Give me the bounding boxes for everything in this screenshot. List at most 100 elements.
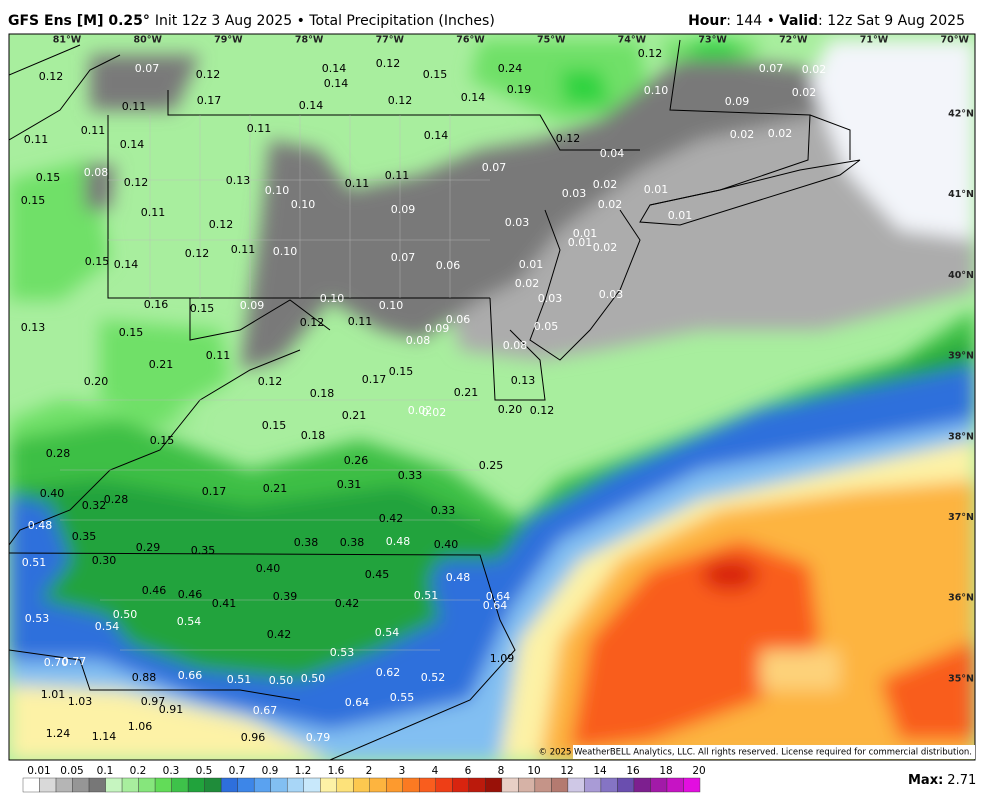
precip-value: 0.33	[431, 504, 456, 517]
precip-value: 0.03	[562, 187, 587, 200]
precip-value: 0.12	[300, 316, 325, 329]
precip-value: 0.03	[599, 288, 624, 301]
precip-value: 0.11	[141, 206, 166, 219]
precip-value: 0.53	[25, 612, 50, 625]
precip-value: 0.51	[22, 556, 47, 569]
precip-value: 0.12	[185, 247, 210, 260]
precip-value: 0.10	[273, 245, 298, 258]
precip-value: 0.96	[241, 731, 266, 744]
precip-value: 0.30	[92, 554, 117, 567]
precip-value: 0.02	[730, 128, 755, 141]
precip-value: 0.05	[534, 320, 559, 333]
longitude-label: 81°W	[53, 35, 82, 46]
colorbar-tick-label: 8	[498, 765, 505, 777]
colorbar-swatch	[501, 777, 519, 793]
precip-value: 0.29	[136, 541, 161, 554]
colorbar-swatch	[485, 777, 503, 793]
precip-value: 0.17	[197, 94, 222, 107]
valid-text: : 12z Sat 9 Aug 2025	[818, 13, 965, 29]
precip-value: 0.21	[454, 386, 479, 399]
precip-value: 0.50	[269, 674, 294, 687]
longitude-label: 75°W	[537, 35, 566, 46]
precip-value: 1.14	[92, 730, 117, 743]
precip-value: 0.10	[291, 198, 316, 211]
precip-value: 0.01	[568, 236, 593, 249]
latitude-label: 41°N	[948, 189, 974, 200]
precip-value: 0.54	[375, 626, 400, 639]
precip-value: 0.79	[306, 731, 331, 744]
precip-value: 0.54	[177, 615, 202, 628]
longitude-label: 74°W	[618, 35, 647, 46]
longitude-label: 72°W	[779, 35, 808, 46]
map-frame	[8, 33, 976, 761]
precip-value: 0.50	[113, 608, 138, 621]
colorbar-tick-label: 6	[465, 765, 472, 777]
latitude-label: 39°N	[948, 351, 974, 362]
precip-value: 0.02	[768, 127, 793, 140]
colorbar-swatch	[187, 777, 205, 793]
precip-value: 0.15	[389, 365, 414, 378]
copyright: © 2025 WeatherBELL Analytics, LLC. All r…	[539, 748, 972, 758]
precip-value: 0.11	[385, 169, 410, 182]
precip-value: 0.02	[598, 198, 623, 211]
latitude-label: 37°N	[948, 512, 974, 523]
precip-value: 0.02	[792, 86, 817, 99]
colorbar-tick-label: 0.2	[130, 765, 147, 777]
longitude-label: 73°W	[698, 35, 727, 46]
precip-value: 0.11	[231, 243, 256, 256]
precip-value: 0.02	[515, 277, 540, 290]
precip-value: 0.33	[398, 469, 423, 482]
colorbar-swatch	[22, 777, 40, 793]
precip-value: 1.09	[490, 652, 515, 665]
colorbar-tick-label: 0.9	[262, 765, 279, 777]
county-lines	[60, 115, 490, 651]
colorbar-swatch	[683, 777, 701, 793]
colorbar-tick-label: 16	[626, 765, 640, 777]
precip-value: 0.40	[256, 562, 281, 575]
precip-value: 0.17	[362, 373, 387, 386]
colorbar-swatch	[435, 777, 453, 793]
colorbar-swatch	[369, 777, 387, 793]
precip-value: 0.12	[638, 47, 663, 60]
precip-value: 0.15	[423, 68, 448, 81]
hour-text: : 144 •	[726, 13, 775, 29]
precip-value: 0.42	[379, 512, 404, 525]
precip-value: 0.46	[142, 584, 167, 597]
colorbar-swatch	[55, 777, 73, 793]
precip-value: 0.42	[335, 597, 360, 610]
precip-value: 0.18	[310, 387, 335, 400]
colorbar-swatch	[567, 777, 585, 793]
precip-value: 0.01	[644, 183, 669, 196]
precip-value: 0.91	[159, 703, 184, 716]
precip-value: 0.51	[227, 673, 252, 686]
max-value: Max: 2.71	[908, 773, 976, 788]
precip-value: 0.35	[72, 530, 97, 543]
precip-value: 0.17	[202, 485, 227, 498]
precip-value: 0.10	[644, 84, 669, 97]
colorbar-swatch	[534, 777, 552, 793]
precip-value: 1.03	[68, 695, 93, 708]
precip-value: 0.16	[144, 298, 169, 311]
precip-value: 0.15	[262, 419, 287, 432]
precip-value: 0.64	[345, 696, 370, 709]
precip-value: 0.14	[322, 62, 347, 75]
precip-value: 0.07	[759, 62, 784, 75]
precip-value: 0.55	[390, 691, 415, 704]
colorbar-swatch	[72, 777, 90, 793]
precip-value: 0.03	[538, 292, 563, 305]
precip-value: 0.08	[503, 339, 528, 352]
precip-value: 0.15	[85, 255, 110, 268]
precip-value: 0.15	[190, 302, 215, 315]
precip-value: 0.12	[376, 57, 401, 70]
colorbar-tick-label: 0.01	[27, 765, 50, 777]
precip-value: 0.13	[21, 321, 46, 334]
precip-value: 0.11	[122, 100, 147, 113]
precip-value: 0.11	[24, 133, 49, 146]
colorbar-swatch	[468, 777, 486, 793]
precip-value: 0.08	[84, 166, 109, 179]
precip-value: 0.15	[21, 194, 46, 207]
precip-value: 0.45	[365, 568, 390, 581]
precip-value: 0.07	[391, 251, 416, 264]
precip-value: 0.77	[62, 655, 87, 668]
precip-value: 0.20	[498, 403, 523, 416]
